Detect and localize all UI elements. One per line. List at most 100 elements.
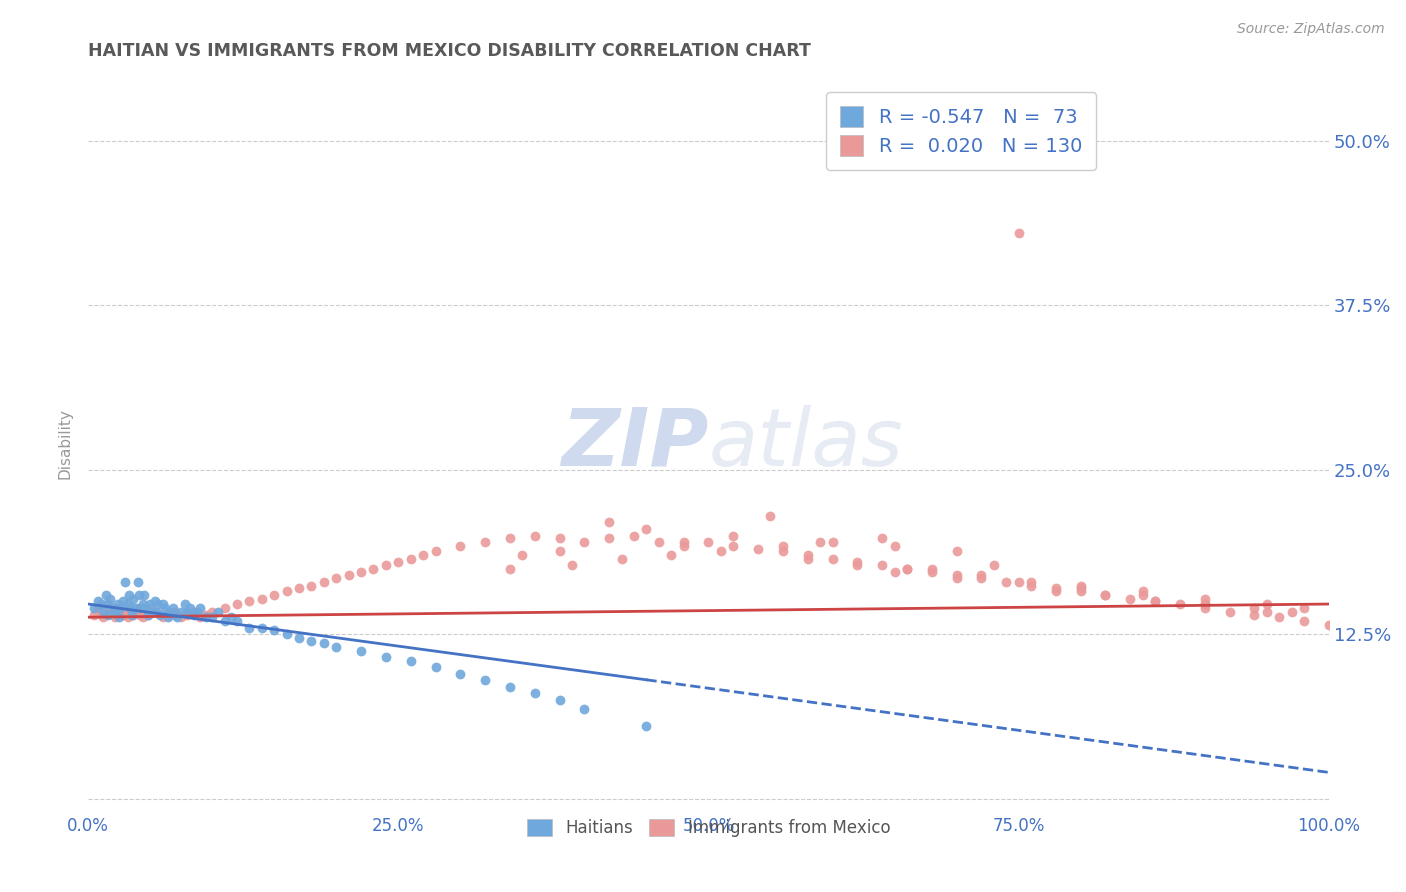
Point <box>90 605 112 619</box>
Point <box>145 605 167 619</box>
Point <box>499 680 522 694</box>
Point <box>238 621 260 635</box>
Point <box>921 566 943 580</box>
Point <box>139 597 162 611</box>
Point <box>188 610 211 624</box>
Point <box>219 610 242 624</box>
Text: atlas: atlas <box>709 405 903 483</box>
Point <box>846 555 869 569</box>
Point <box>598 516 620 530</box>
Point <box>176 605 198 619</box>
Point <box>179 601 201 615</box>
Point <box>149 607 172 622</box>
Point <box>276 583 298 598</box>
Point <box>1070 579 1092 593</box>
Point <box>170 605 193 619</box>
Point <box>114 605 136 619</box>
Point <box>970 568 993 582</box>
Point <box>114 574 136 589</box>
Point <box>87 601 110 615</box>
Point <box>1243 601 1265 615</box>
Point <box>1144 594 1167 608</box>
Point <box>772 539 794 553</box>
Point <box>710 544 733 558</box>
Point <box>152 597 174 611</box>
Point <box>896 561 918 575</box>
Point <box>312 574 335 589</box>
Point <box>263 588 285 602</box>
Point <box>174 597 197 611</box>
Point <box>312 636 335 650</box>
Point <box>176 607 198 622</box>
Point <box>94 601 117 615</box>
Point <box>121 591 143 606</box>
Point <box>1292 614 1315 628</box>
Point <box>387 555 409 569</box>
Point <box>214 601 236 615</box>
Point <box>921 561 943 575</box>
Point <box>91 610 114 624</box>
Point <box>96 597 118 611</box>
Point <box>1292 601 1315 615</box>
Point <box>1168 597 1191 611</box>
Point <box>574 535 596 549</box>
Point <box>796 552 818 566</box>
Point <box>107 605 129 619</box>
Point <box>104 610 127 624</box>
Point <box>672 539 695 553</box>
Point <box>374 649 396 664</box>
Point <box>1194 597 1216 611</box>
Point <box>1007 226 1029 240</box>
Point <box>363 561 385 575</box>
Point <box>132 610 155 624</box>
Point <box>110 601 132 615</box>
Point <box>636 719 658 733</box>
Point <box>157 605 180 619</box>
Point <box>145 605 167 619</box>
Point <box>449 539 471 553</box>
Point <box>127 574 149 589</box>
Point <box>1094 588 1116 602</box>
Point <box>1019 574 1042 589</box>
Point <box>134 605 156 619</box>
Point <box>142 605 165 619</box>
Point <box>136 607 159 622</box>
Point <box>350 644 373 658</box>
Point <box>152 610 174 624</box>
Point <box>263 624 285 638</box>
Point <box>883 539 905 553</box>
Point <box>1256 597 1278 611</box>
Point <box>183 605 205 619</box>
Text: HAITIAN VS IMMIGRANTS FROM MEXICO DISABILITY CORRELATION CHART: HAITIAN VS IMMIGRANTS FROM MEXICO DISABI… <box>89 42 811 60</box>
Point <box>117 610 139 624</box>
Point <box>1070 581 1092 595</box>
Point <box>821 552 844 566</box>
Point <box>163 607 186 622</box>
Point <box>132 597 155 611</box>
Point <box>110 601 132 615</box>
Point <box>499 561 522 575</box>
Point <box>896 561 918 575</box>
Point <box>399 654 422 668</box>
Text: ZIP: ZIP <box>561 405 709 483</box>
Point <box>121 607 143 622</box>
Point <box>759 508 782 523</box>
Point <box>108 610 131 624</box>
Point <box>697 535 720 549</box>
Point <box>118 588 141 602</box>
Point <box>97 607 120 622</box>
Point <box>170 610 193 624</box>
Point <box>87 594 110 608</box>
Point <box>523 686 546 700</box>
Point <box>636 522 658 536</box>
Point <box>91 604 114 618</box>
Point <box>117 597 139 611</box>
Point <box>301 579 323 593</box>
Point <box>129 601 152 615</box>
Point <box>186 605 208 619</box>
Point <box>97 597 120 611</box>
Point <box>374 558 396 572</box>
Point <box>90 597 112 611</box>
Legend: Haitians, Immigrants from Mexico: Haitians, Immigrants from Mexico <box>520 813 897 844</box>
Point <box>107 597 129 611</box>
